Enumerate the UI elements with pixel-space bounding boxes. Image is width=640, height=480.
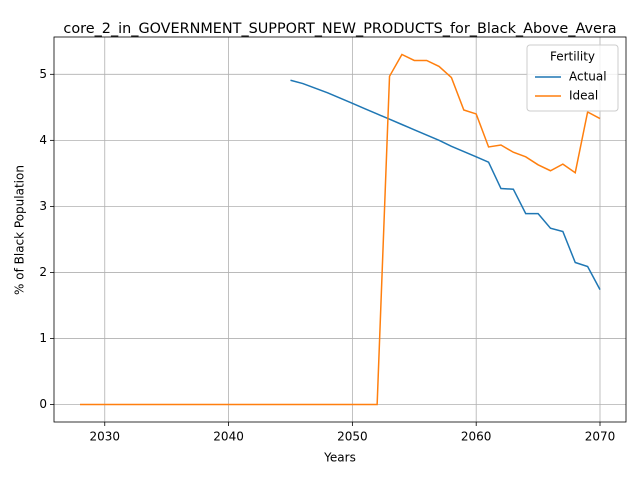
legend-label: Ideal — [569, 89, 598, 103]
y-axis-label: % of Black Population — [13, 165, 27, 295]
series-line — [80, 53, 601, 406]
y-tick-label: 0 — [39, 397, 47, 411]
legend-title: Fertility — [550, 50, 595, 64]
plot-frame — [53, 36, 627, 423]
y-tick-label: 3 — [39, 199, 47, 213]
series-line — [290, 79, 601, 290]
y-tick-label: 4 — [39, 133, 47, 147]
chart-title: core_2_in_GOVERNMENT_SUPPORT_NEW_PRODUCT… — [63, 21, 616, 37]
x-tick-label: 2060 — [461, 430, 492, 444]
y-tick-label: 5 — [39, 67, 47, 81]
legend: Fertility Actual Ideal — [526, 44, 619, 112]
y-tick-label: 1 — [39, 331, 47, 345]
x-tick-label: 2040 — [213, 430, 244, 444]
x-tick-label: 2050 — [337, 430, 368, 444]
x-tick-label: 2030 — [89, 430, 120, 444]
x-tick-label: 2070 — [585, 430, 616, 444]
x-axis-label: Years — [323, 451, 356, 465]
legend-label: Actual — [569, 70, 607, 84]
y-tick-label: 2 — [39, 265, 47, 279]
legend-box — [526, 44, 619, 112]
